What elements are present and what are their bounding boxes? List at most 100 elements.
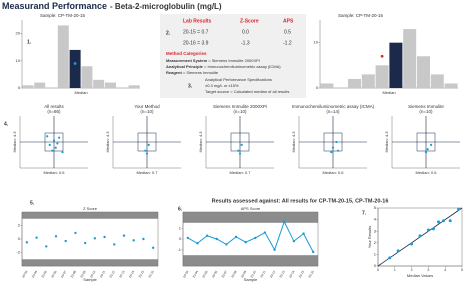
bar <box>105 82 116 88</box>
point <box>61 151 64 154</box>
bar <box>320 83 334 88</box>
x-tick-label: 20-09 <box>240 270 247 279</box>
point <box>196 242 199 245</box>
x-tick-label: 20-04 <box>192 270 199 279</box>
y-tick-label: 3 <box>374 228 377 233</box>
panel-number: 6. <box>178 206 183 212</box>
point <box>426 228 430 232</box>
point <box>54 235 58 238</box>
bar <box>34 82 46 88</box>
limit-box <box>137 132 157 152</box>
point <box>254 236 257 240</box>
x-tick-label: 20-09 <box>79 270 86 279</box>
x-axis-label: Median: 0.6 <box>323 170 345 175</box>
x-tick-label: 20-15 <box>138 270 145 279</box>
y-tick-label: 2 <box>374 240 377 245</box>
title: Measurand Performance <box>2 1 107 11</box>
y-axis-label: Median: 4.3 <box>384 131 389 153</box>
bar <box>403 29 417 88</box>
table-header: Lab Results <box>183 18 212 24</box>
method-value: = Siemens Immulite 2000XPi <box>208 58 260 63</box>
point <box>273 248 276 251</box>
point <box>151 246 155 249</box>
x-tick-label: 20-14 <box>128 270 135 279</box>
point <box>283 220 286 223</box>
x-axis-label: Median: 0.6 <box>416 170 438 175</box>
summary-panel <box>160 14 306 98</box>
point <box>58 136 61 139</box>
limit-band <box>22 212 158 219</box>
point <box>142 237 145 241</box>
chart-subtitle: (n=10) <box>140 109 154 114</box>
y-axis-label: Median: 4.3 <box>198 131 203 153</box>
x-axis-label: Sample <box>83 277 97 282</box>
bar <box>375 65 389 88</box>
x-tick-label: 20-03 <box>182 270 189 279</box>
x-tick-label: 20-15 <box>298 270 305 279</box>
x-axis-label: Sample <box>244 277 258 282</box>
chart-title: Your Method <box>134 104 160 109</box>
panel-number: 1. <box>27 39 32 45</box>
y-tick-label: 0 <box>179 236 182 241</box>
x-tick-label: 2 <box>411 268 413 272</box>
point <box>263 231 267 234</box>
y-tick-label: 0 <box>18 85 21 90</box>
spec-line: Analytical Performance Specifications <box>205 77 272 82</box>
point <box>45 245 48 248</box>
table-cell: -1.3 <box>241 40 250 46</box>
y-axis-label: Your Results <box>367 226 372 249</box>
y-tick-label: 5 <box>374 205 377 210</box>
point <box>430 143 433 146</box>
point <box>418 234 422 238</box>
bar <box>444 83 458 88</box>
point <box>457 207 461 211</box>
bar <box>57 25 69 88</box>
panel-number: 7. <box>362 210 367 216</box>
point <box>122 234 126 237</box>
point <box>205 234 209 237</box>
table-cell: -1.2 <box>283 40 292 46</box>
point <box>335 140 338 144</box>
panel-number: 3. <box>188 83 193 89</box>
point <box>51 149 54 152</box>
table-cell: 0.0 <box>242 29 249 35</box>
point <box>132 239 135 242</box>
limit-box <box>230 132 250 152</box>
point <box>52 139 56 142</box>
x-tick-label: 20-07 <box>60 270 67 279</box>
y-tick-label: -2 <box>16 250 20 255</box>
chart-title: Sample: CP-TM-20-15 <box>40 13 86 18</box>
spec-line: Target source = Calculated median of all… <box>205 89 289 94</box>
plot-frame <box>377 207 463 267</box>
x-tick-label: 20-10 <box>250 270 257 279</box>
point <box>426 148 429 151</box>
table-cell: 20-16 = 3.9 <box>183 40 209 46</box>
x-tick-label: 20-05 <box>201 270 208 279</box>
method-line: Reagent = Siemens Immulite <box>166 70 219 75</box>
point <box>331 146 335 149</box>
chart-title: Sample: CP-TM-20-16 <box>338 13 384 18</box>
point <box>244 241 247 244</box>
point <box>396 249 400 253</box>
chart-title: Siemens Immulite 2000XPi <box>213 104 267 109</box>
point <box>237 149 240 152</box>
method-heading: Method Categories <box>166 51 207 56</box>
bar <box>69 49 81 88</box>
method-value: = Siemens Immulite <box>183 70 219 75</box>
x-tick-label: 20-05 <box>41 270 48 279</box>
bar <box>417 56 430 88</box>
point <box>113 243 116 246</box>
x-tick-label: 20-06 <box>50 270 57 279</box>
x-tick-label: 20-13 <box>118 270 125 279</box>
point <box>64 239 67 243</box>
y-tick-label: 0 <box>374 263 377 268</box>
method-value: = Immunochemiluminometric assay (ICMA) <box>204 64 281 69</box>
x-tick-label: 5 <box>461 268 463 272</box>
method-line: Analytical Principle = Immunochemilumino… <box>166 64 281 69</box>
point <box>56 142 59 145</box>
point <box>93 237 97 240</box>
table-cell: 0.5 <box>284 29 291 35</box>
x-axis-label: Median Values <box>407 273 433 278</box>
y-tick-label: 1 <box>374 251 377 256</box>
